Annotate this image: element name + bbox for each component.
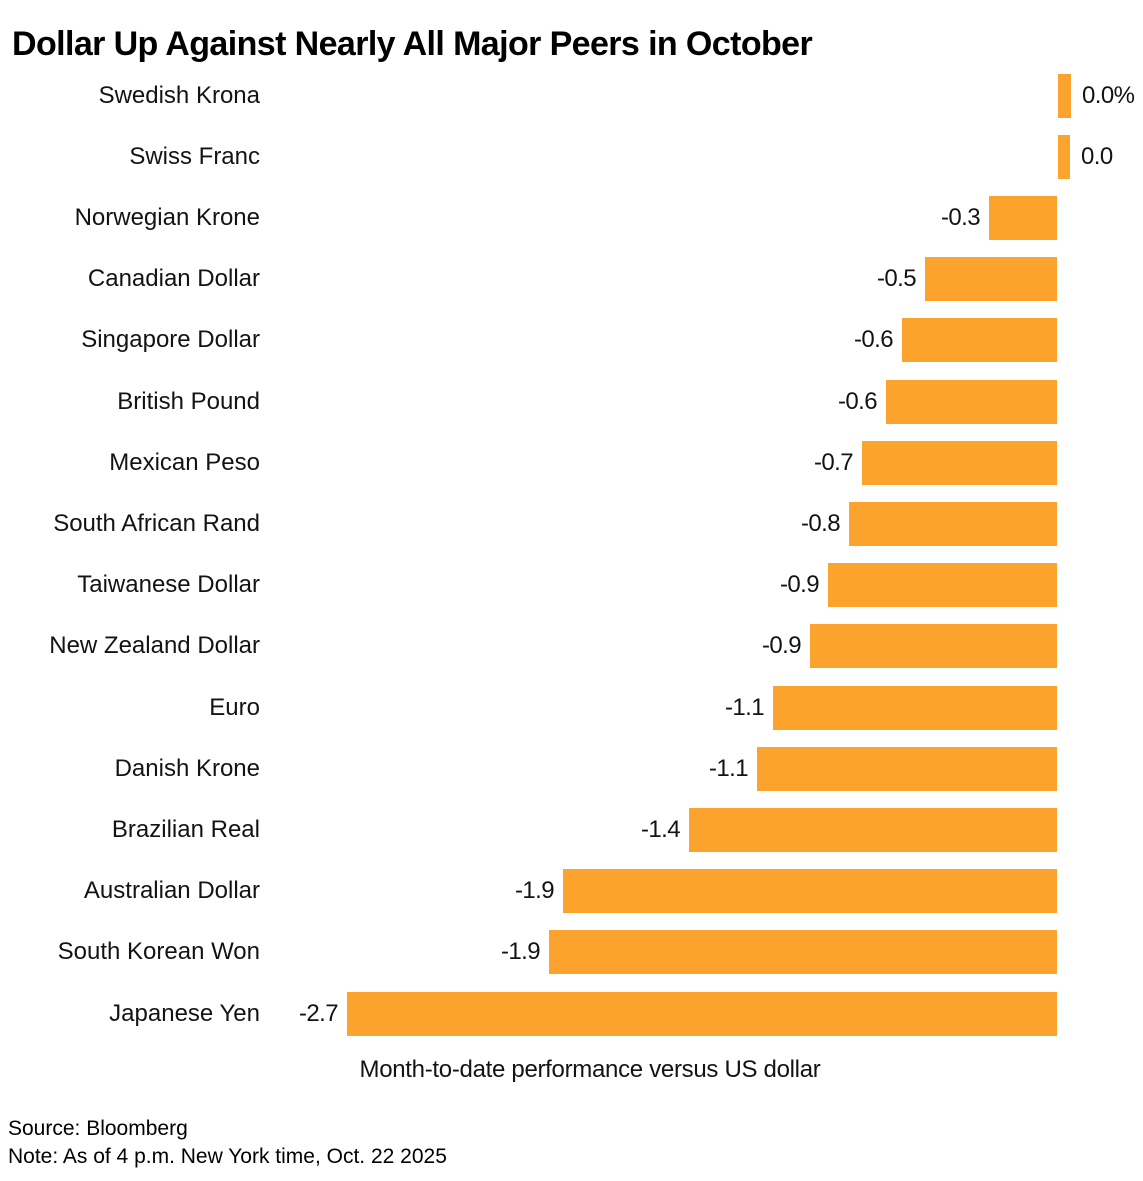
bar (810, 624, 1057, 668)
category-label: Singapore Dollar (81, 326, 260, 353)
bar (902, 318, 1057, 362)
chart-row: Singapore Dollar -0.6 (0, 318, 1143, 362)
value-label: -0.7 (814, 449, 854, 476)
bar (925, 257, 1057, 301)
value-label: -1.9 (501, 938, 541, 965)
category-label: Mexican Peso (109, 449, 260, 476)
chart-row: Norwegian Krone -0.3 (0, 196, 1143, 240)
value-label: -0.5 (877, 265, 917, 292)
bar (757, 747, 1057, 791)
bar (773, 686, 1057, 730)
bar (886, 380, 1057, 424)
source-text: Source: Bloomberg (8, 1117, 188, 1140)
value-label: -0.6 (838, 388, 878, 415)
category-label: Swedish Krona (98, 82, 260, 109)
category-label: Japanese Yen (109, 1000, 260, 1027)
category-label: Norwegian Krone (74, 204, 260, 231)
category-label: Australian Dollar (83, 877, 260, 904)
chart-row: Swiss Franc 0.0 (0, 135, 1143, 179)
chart-row: British Pound -0.6 (0, 380, 1143, 424)
bar (849, 502, 1057, 546)
chart-row: South Korean Won -1.9 (0, 930, 1143, 974)
chart-row: Mexican Peso -0.7 (0, 441, 1143, 485)
value-label: -0.8 (801, 510, 841, 537)
category-label: Canadian Dollar (87, 265, 260, 292)
category-label: Taiwanese Dollar (77, 571, 260, 598)
chart-row: Canadian Dollar -0.5 (0, 257, 1143, 301)
value-label: -0.9 (780, 571, 820, 598)
bar (549, 930, 1057, 974)
bar (828, 563, 1057, 607)
chart-row: South African Rand -0.8 (0, 502, 1143, 546)
chart-row: Brazilian Real -1.4 (0, 808, 1143, 852)
value-label: 0.0 (1081, 143, 1113, 170)
chart-row: New Zealand Dollar -0.9 (0, 624, 1143, 668)
chart-title: Dollar Up Against Nearly All Major Peers… (12, 24, 813, 63)
category-label: New Zealand Dollar (49, 632, 260, 659)
bar (862, 441, 1057, 485)
value-label: -0.9 (762, 632, 802, 659)
chart-row: Japanese Yen -2.7 (0, 992, 1143, 1036)
bar (989, 196, 1057, 240)
value-label: -1.9 (515, 877, 555, 904)
bar (1058, 135, 1070, 179)
chart-row: Australian Dollar -1.9 (0, 869, 1143, 913)
value-label: -0.3 (941, 204, 981, 231)
category-label: Brazilian Real (111, 816, 260, 843)
bar (563, 869, 1057, 913)
value-label: -1.1 (709, 755, 749, 782)
category-label: Swiss Franc (129, 143, 260, 170)
chart-row: Euro -1.1 (0, 686, 1143, 730)
category-label: Danish Krone (114, 755, 260, 782)
value-label: -1.1 (725, 694, 765, 721)
chart-row: Swedish Krona 0.0% (0, 74, 1143, 118)
value-label: -0.6 (854, 326, 894, 353)
category-label: South African Rand (53, 510, 260, 537)
category-label: Euro (209, 694, 260, 721)
x-axis-label: Month-to-date performance versus US doll… (359, 1056, 821, 1083)
bar (1058, 74, 1071, 118)
chart-row: Taiwanese Dollar -0.9 (0, 563, 1143, 607)
category-label: South Korean Won (57, 938, 260, 965)
chart-row: Danish Krone -1.1 (0, 747, 1143, 791)
bar (347, 992, 1057, 1036)
bar (689, 808, 1057, 852)
value-label: 0.0% (1082, 82, 1135, 109)
category-label: British Pound (117, 388, 260, 415)
value-label: -1.4 (641, 816, 681, 843)
footnotes: Source: Bloomberg Note: As of 4 p.m. New… (8, 1115, 447, 1171)
note-text: Note: As of 4 p.m. New York time, Oct. 2… (8, 1145, 447, 1168)
value-label: -2.7 (299, 1000, 339, 1027)
